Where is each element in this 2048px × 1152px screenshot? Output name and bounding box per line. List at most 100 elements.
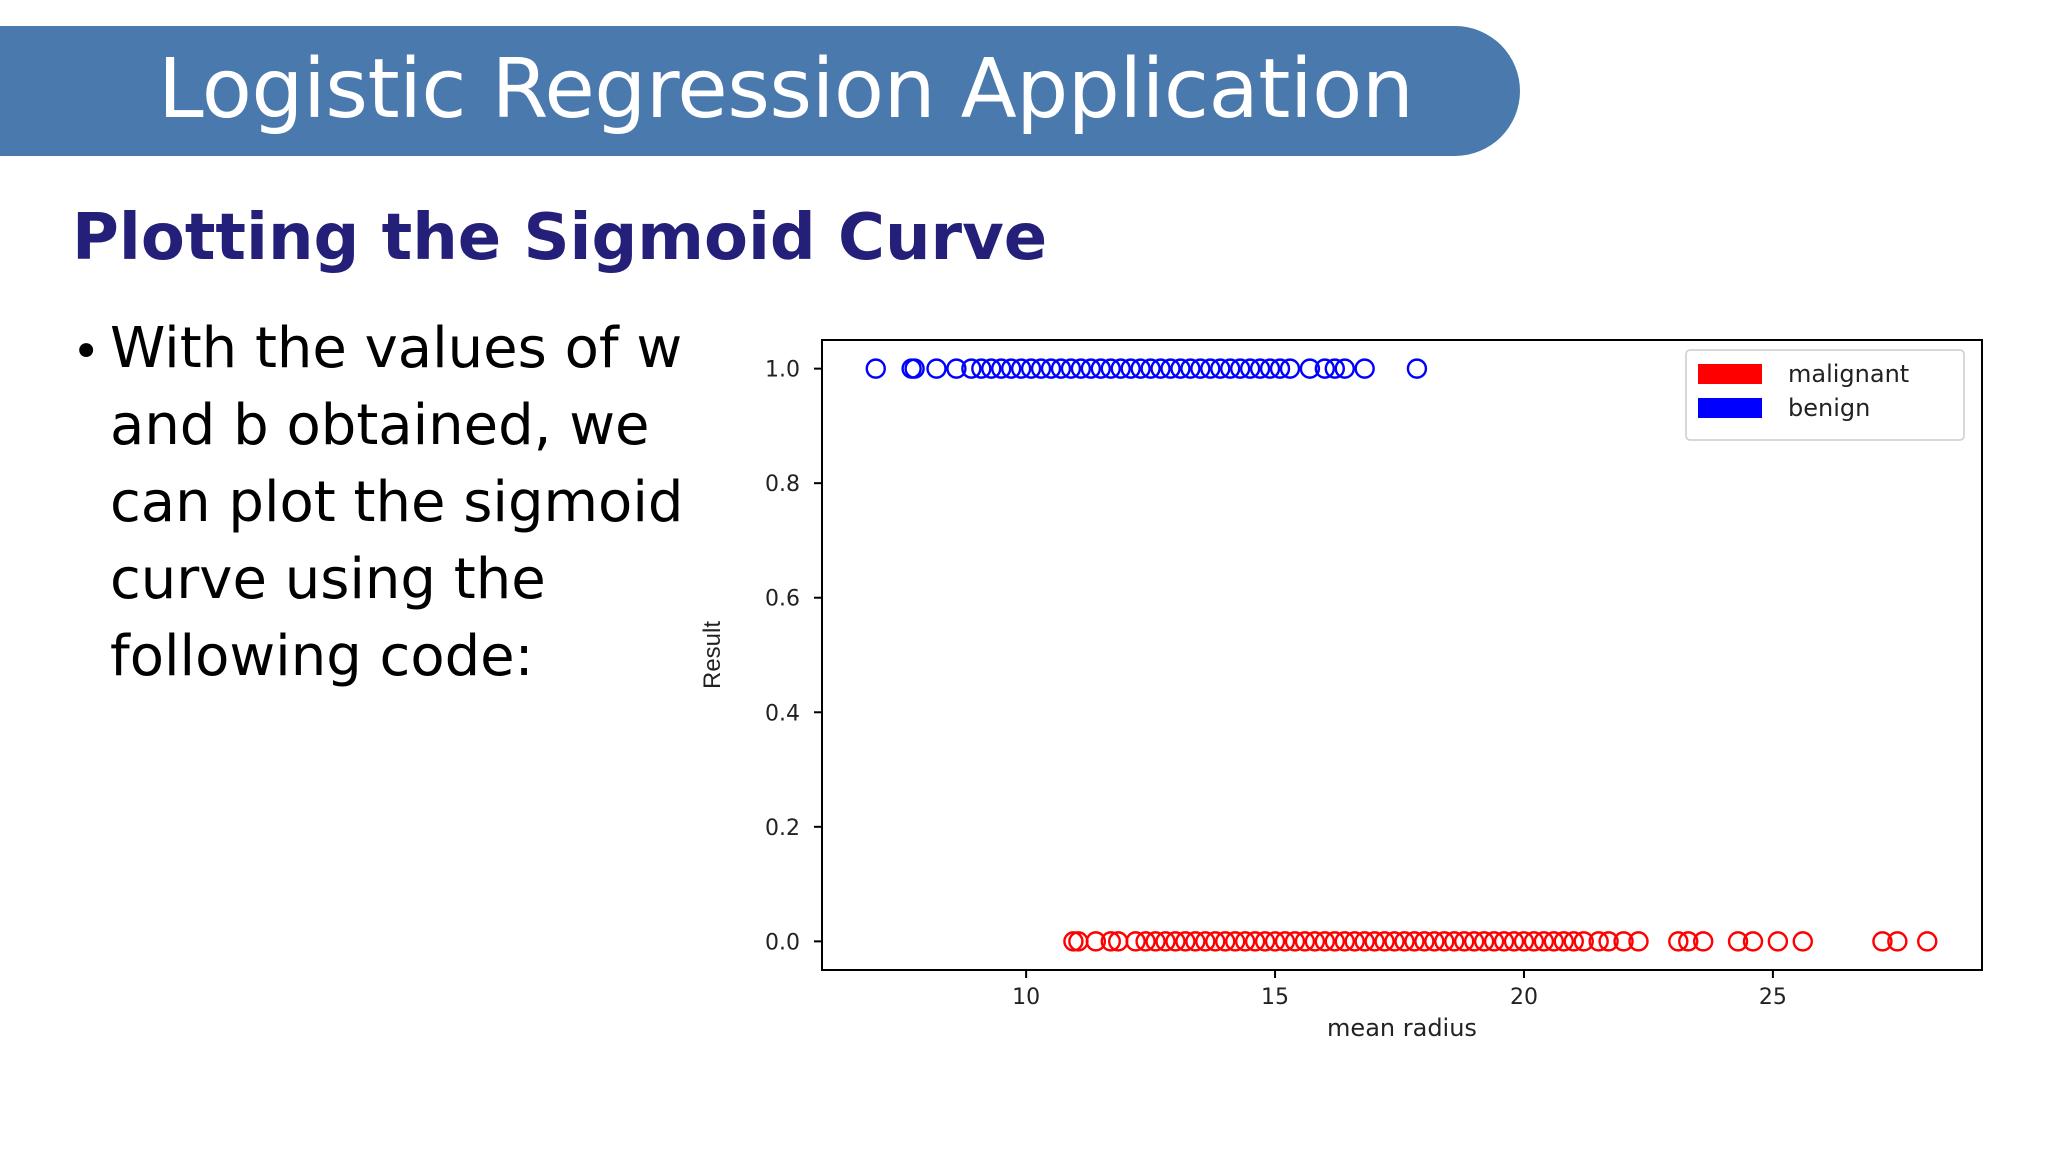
x-tick-label: 20 [1510, 985, 1538, 1010]
point-benign [1030, 358, 1052, 379]
point-malignant [1598, 931, 1619, 952]
point-malignant [1678, 931, 1699, 952]
point-malignant [1344, 931, 1365, 952]
x-tick-label: 25 [1759, 985, 1787, 1010]
x-axis-label: mean radius [1327, 1014, 1477, 1042]
point-malignant [1573, 931, 1594, 952]
point-benign [1070, 358, 1092, 379]
point-benign [904, 358, 925, 379]
point-malignant [1234, 931, 1256, 952]
point-malignant [1493, 931, 1515, 952]
point-benign [1220, 358, 1241, 379]
point-malignant [1334, 931, 1355, 952]
point-benign [1000, 358, 1022, 379]
point-malignant [1533, 931, 1555, 952]
point-malignant [1628, 931, 1649, 952]
point-benign [946, 358, 967, 379]
point-malignant [1414, 931, 1435, 952]
point-malignant [1264, 931, 1286, 952]
point-malignant [1887, 931, 1908, 952]
point-malignant [1693, 931, 1714, 952]
x-tick-label: 15 [1261, 985, 1289, 1010]
point-benign [1090, 358, 1111, 379]
point-malignant [1503, 931, 1525, 952]
point-malignant [1444, 931, 1465, 952]
scatter-chart: 0.0 0.2 0.4 0.6 0.8 1.0 10 15 20 25 malignant beni… [680, 320, 2000, 1060]
point-malignant [1215, 931, 1236, 952]
point-benign [1200, 358, 1221, 379]
y-tick-label: 0.0 [765, 930, 800, 955]
point-benign [1239, 358, 1261, 379]
legend-swatch-benign [1698, 398, 1762, 418]
point-malignant [1613, 931, 1634, 952]
point-malignant [1135, 931, 1156, 952]
point-malignant [1284, 931, 1306, 952]
point-malignant [1543, 931, 1565, 952]
point-malignant [1434, 931, 1455, 952]
bullet-text: With the values of w and b obtained, we … [110, 316, 684, 689]
point-malignant [1767, 931, 1789, 952]
marks-layer [865, 358, 1938, 952]
point-malignant [1244, 931, 1266, 952]
point-malignant [1588, 931, 1609, 952]
point-malignant [1463, 931, 1485, 952]
title-banner [0, 26, 1520, 156]
point-benign [1324, 358, 1345, 379]
y-tick-label: 0.8 [765, 472, 800, 497]
point-benign [1299, 358, 1321, 379]
y-axis-label: Result [699, 621, 726, 689]
point-malignant [1100, 931, 1121, 952]
point-malignant [1424, 931, 1445, 952]
point-malignant [1742, 931, 1764, 952]
point-malignant [1563, 931, 1584, 952]
point-malignant [1195, 931, 1216, 952]
point-benign [1120, 358, 1141, 379]
slide-title: Logistic Regression Application [158, 42, 1414, 137]
legend-label: benign [1788, 394, 1870, 422]
point-benign [1040, 358, 1062, 379]
point-benign [1160, 358, 1181, 379]
point-malignant [1483, 931, 1505, 952]
point-malignant [1314, 931, 1336, 952]
point-benign [1334, 358, 1355, 379]
point-benign [971, 358, 992, 379]
legend-label: malignant [1788, 360, 1909, 388]
point-benign [1140, 358, 1161, 379]
point-malignant [1165, 931, 1186, 952]
point-malignant [1324, 931, 1345, 952]
point-benign [1249, 358, 1271, 379]
legend-swatch-malignant [1698, 364, 1762, 384]
point-malignant [1125, 931, 1146, 952]
axes-layer: 0.0 0.2 0.4 0.6 0.8 1.0 10 15 20 25 [765, 358, 1787, 1010]
point-benign [1080, 358, 1102, 379]
point-benign [1190, 358, 1211, 379]
point-benign [1170, 358, 1191, 379]
point-benign [1060, 358, 1082, 379]
point-malignant [1354, 931, 1375, 952]
point-malignant [1513, 931, 1535, 952]
point-benign [926, 358, 947, 379]
y-tick-label: 1.0 [765, 358, 800, 383]
point-benign [1314, 358, 1336, 379]
point-benign [865, 358, 886, 379]
chart-container: 0.0 0.2 0.4 0.6 0.8 1.0 10 15 20 25 malignant beni… [680, 320, 2000, 1060]
point-malignant [1553, 931, 1575, 952]
point-malignant [1205, 931, 1226, 952]
point-benign [1229, 358, 1251, 379]
bullet-dot-icon: • [72, 324, 101, 380]
y-tick-label: 0.4 [765, 701, 800, 726]
point-malignant [1254, 931, 1276, 952]
point-malignant [1917, 931, 1938, 952]
point-malignant [1384, 931, 1405, 952]
point-benign [1354, 358, 1375, 379]
point-malignant [1523, 931, 1545, 952]
point-malignant [1155, 931, 1176, 952]
point-benign [1269, 358, 1291, 379]
point-malignant [1668, 931, 1689, 952]
point-malignant [1792, 931, 1813, 952]
y-tick-label: 0.2 [765, 816, 800, 841]
x-tick-label: 10 [1012, 985, 1040, 1010]
point-malignant [1872, 931, 1893, 952]
point-benign [1010, 358, 1032, 379]
point-malignant [1175, 931, 1196, 952]
